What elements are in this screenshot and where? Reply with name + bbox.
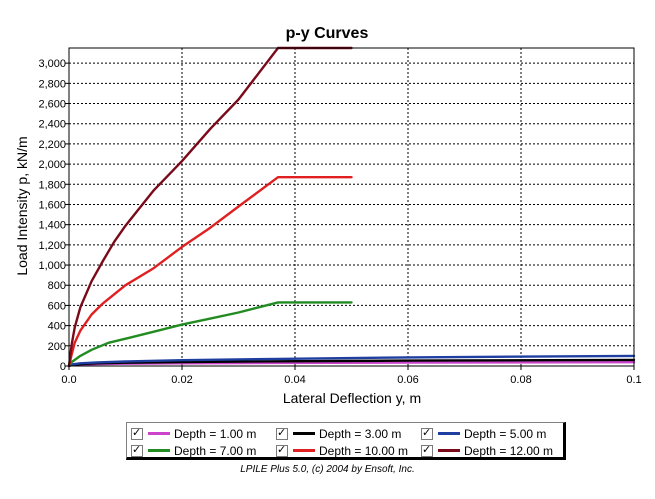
y-tick-label: 3,000 [38,58,66,70]
legend-label: Depth = 12.00 m [464,443,554,458]
series-line-4 [67,301,353,368]
legend-checkbox[interactable] [421,443,433,457]
grid [69,48,634,366]
legend-swatch [293,432,315,435]
x-tick-label: 0.1 [626,374,641,386]
y-tick-label: 400 [48,321,66,333]
legend-label: Depth = 10.00 m [319,443,409,458]
y-tick-label: 0 [60,361,66,373]
legend-item-depth-1[interactable]: Depth = 1.00 m [131,426,256,441]
legend-label: Depth = 5.00 m [464,426,547,441]
y-tick-label: 600 [48,300,66,312]
y-tick-label: 800 [48,280,66,292]
x-axis-label: Lateral Deflection y, m [283,390,421,406]
legend-label: Depth = 1.00 m [174,426,257,441]
axes: 0 200 400 600 800 1,000 1,200 1,400 1,600 1,800 2,… [38,47,642,386]
y-tick-label: 2,000 [38,159,66,171]
legend-checkbox[interactable] [276,443,288,457]
series-line-5 [67,176,353,368]
legend-swatch [438,432,460,435]
legend-swatch [293,449,315,452]
y-tick-label: 2,400 [38,119,66,131]
x-tick-label: 0.04 [284,374,305,386]
legend-checkbox[interactable] [421,426,433,440]
legend-label: Depth = 7.00 m [174,443,257,458]
y-tick-label: 1,200 [38,240,66,252]
series-line-6 [67,46,353,368]
x-tick-label: 0.0 [61,374,76,386]
legend-item-depth-12[interactable]: Depth = 12.00 m [421,443,553,458]
y-tick-label: 2,600 [38,99,66,111]
legend: Depth = 1.00 m Depth = 3.00 m Depth = 5.… [126,422,566,460]
y-tick-label: 1,400 [38,220,66,232]
legend-label: Depth = 3.00 m [319,426,402,441]
y-tick-label: 2,800 [38,78,66,90]
legend-swatch [148,449,170,452]
credit-text: LPILE Plus 5.0, (c) 2004 by Ensoft, Inc. [240,464,415,475]
legend-item-depth-3[interactable]: Depth = 3.00 m [276,426,401,441]
x-tick-label: 0.08 [510,374,531,386]
y-axis-label: Load Intensity p, kN/m [14,136,30,275]
y-tick-label: 200 [48,341,66,353]
legend-swatch [148,432,170,435]
legend-swatch [438,449,460,452]
legend-item-depth-10[interactable]: Depth = 10.00 m [276,443,408,458]
legend-checkbox[interactable] [276,426,288,440]
legend-checkbox[interactable] [131,443,143,457]
y-tick-label: 1,000 [38,260,66,272]
y-tick-label: 1,800 [38,179,66,191]
x-tick-label: 0.02 [171,374,192,386]
legend-item-depth-7[interactable]: Depth = 7.00 m [131,443,256,458]
series-line-3 [67,354,636,368]
x-tick-label: 0.06 [397,374,418,386]
legend-item-depth-5[interactable]: Depth = 5.00 m [421,426,546,441]
p-y-chart: p-y Curves 0 200 400 600 800 1,000 1,200 1,400 1… [14,25,642,406]
legend-checkbox[interactable] [131,426,143,440]
y-tick-label: 2,200 [38,139,66,151]
series-layer [67,46,636,368]
plot-frame [68,47,635,367]
chart-title: p-y Curves [286,25,369,42]
y-tick-label: 1,600 [38,199,66,211]
